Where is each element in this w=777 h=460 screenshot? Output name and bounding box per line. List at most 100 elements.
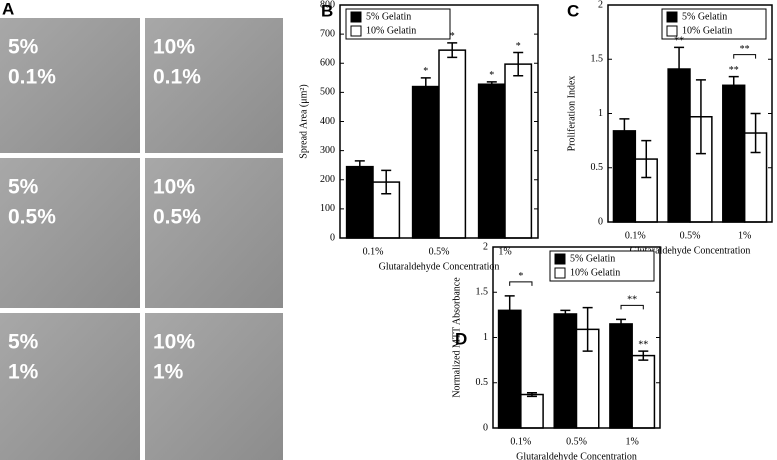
image-label: 0.1% xyxy=(153,66,201,89)
error-bar xyxy=(354,160,365,174)
y-tick-label: 400 xyxy=(320,116,335,127)
bar xyxy=(411,85,440,239)
bar xyxy=(504,63,533,239)
y-tick-label: 300 xyxy=(320,145,335,156)
bar xyxy=(631,354,656,429)
legend-label: 10% Gelatin xyxy=(682,25,732,36)
x-tick-label: 1% xyxy=(738,230,751,241)
y-axis-label: Spread Area (μm²) xyxy=(298,84,309,158)
x-tick-label: 0.1% xyxy=(510,436,531,447)
y-tick-label: 200 xyxy=(320,174,335,185)
significance-label: * xyxy=(518,271,523,282)
plot-frame xyxy=(339,4,539,239)
significance-label: ** xyxy=(638,339,648,350)
error-bar xyxy=(447,42,458,59)
panel-letter: B xyxy=(321,1,333,20)
image-label: 10% xyxy=(153,36,195,59)
error-bar xyxy=(486,81,497,88)
legend-label: 10% Gelatin xyxy=(366,25,416,36)
image-label: 0.5% xyxy=(153,206,201,229)
y-tick-label: 600 xyxy=(320,58,335,69)
y-tick-label: 700 xyxy=(320,28,335,39)
x-tick-label: 0.5% xyxy=(429,246,450,257)
micrograph xyxy=(145,158,283,308)
legend-box xyxy=(549,250,655,282)
micrograph xyxy=(145,18,283,153)
y-tick-label: 0 xyxy=(330,232,335,243)
bar xyxy=(722,84,746,223)
legend-swatch xyxy=(350,25,362,37)
legend-label: 5% Gelatin xyxy=(570,253,615,264)
significance-label: ** xyxy=(674,36,684,47)
significance-label: ** xyxy=(740,44,750,55)
bar xyxy=(667,68,691,223)
y-tick-label: 2 xyxy=(483,241,488,252)
error-bar xyxy=(560,309,571,319)
error-bar xyxy=(695,79,706,155)
plot-frame xyxy=(607,4,773,223)
plot-frame xyxy=(492,246,661,429)
error-bar xyxy=(582,306,593,352)
legend-label: 5% Gelatin xyxy=(366,11,411,22)
x-tick-label: 0.1% xyxy=(625,230,646,241)
significance-label: * xyxy=(489,70,494,81)
x-tick-label: 0.5% xyxy=(680,230,701,241)
image-label: 1% xyxy=(8,361,39,384)
image-label: 5% xyxy=(8,176,39,199)
error-bar xyxy=(420,77,431,97)
significance-label: ** xyxy=(729,65,739,76)
x-tick-label: 0.1% xyxy=(363,246,384,257)
x-tick-label: 0.5% xyxy=(566,436,587,447)
y-tick-label: 0 xyxy=(598,216,603,227)
x-tick-label: 1% xyxy=(498,246,511,257)
y-tick-label: 0.5 xyxy=(591,162,604,173)
micrograph xyxy=(145,313,283,460)
legend-swatch xyxy=(666,11,678,23)
error-bar xyxy=(638,350,649,361)
y-tick-label: 1 xyxy=(598,108,603,119)
image-label: 1% xyxy=(153,361,184,384)
panel-letter: C xyxy=(567,1,579,20)
bar xyxy=(553,313,578,429)
error-bar xyxy=(513,51,524,77)
significance-label: * xyxy=(450,31,455,42)
image-label: 5% xyxy=(8,331,39,354)
legend-box xyxy=(661,8,767,40)
panel-letter: A xyxy=(2,0,14,18)
legend-swatch xyxy=(666,25,678,37)
significance-bracket xyxy=(620,304,644,310)
micrograph xyxy=(0,158,140,308)
x-axis-label: Glutaraldehyde Concentration xyxy=(379,261,500,272)
legend-label: 5% Gelatin xyxy=(682,11,727,22)
bar xyxy=(497,309,522,429)
legend-swatch xyxy=(350,11,362,23)
y-tick-label: 0 xyxy=(483,422,488,433)
error-bar xyxy=(616,318,627,330)
significance-label: * xyxy=(423,66,428,77)
significance-label: ** xyxy=(627,295,637,306)
x-axis-label: Glutaraldehyde Concentration xyxy=(516,451,637,460)
legend-label: 10% Gelatin xyxy=(570,267,620,278)
micrograph xyxy=(0,313,140,460)
y-tick-label: 0.5 xyxy=(476,377,489,388)
error-bar xyxy=(526,391,537,398)
y-axis-label: Proliferation Index xyxy=(566,76,577,152)
y-tick-label: 2 xyxy=(598,0,603,10)
bar xyxy=(612,130,637,223)
bar xyxy=(438,49,467,239)
panel-letter: D xyxy=(455,329,467,348)
bar xyxy=(345,165,374,239)
legend-swatch xyxy=(554,267,566,279)
legend-swatch xyxy=(554,253,566,265)
x-axis-label: Glutaraldehyde Concentration xyxy=(630,245,751,256)
y-tick-label: 1.5 xyxy=(591,54,604,65)
image-label: 0.5% xyxy=(8,206,56,229)
y-tick-label: 1.5 xyxy=(476,287,489,298)
legend-box xyxy=(345,8,451,40)
significance-bracket xyxy=(733,54,757,59)
bar xyxy=(477,83,506,239)
bar xyxy=(520,393,544,429)
x-tick-label: 1% xyxy=(625,436,638,447)
significance-label: * xyxy=(516,41,521,52)
